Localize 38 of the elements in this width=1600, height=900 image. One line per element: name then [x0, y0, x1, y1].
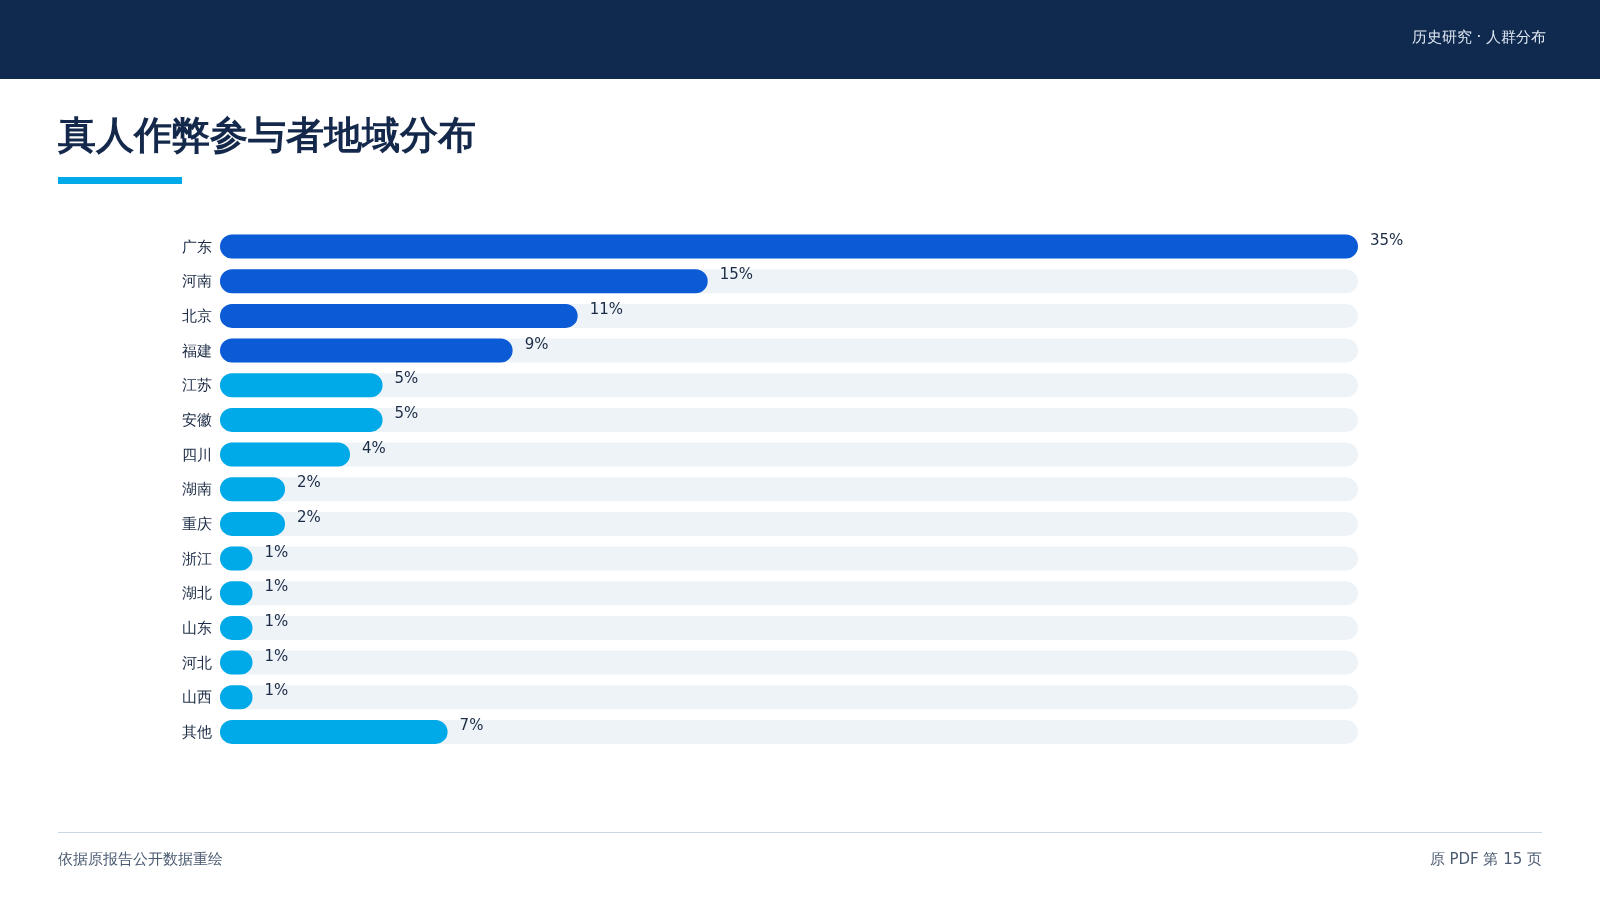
y-tick-label: 安徽 — [182, 410, 212, 429]
y-tick-label: 广东 — [182, 237, 212, 256]
y-tick-label: 四川 — [182, 445, 212, 464]
y-tick-label: 江苏 — [182, 376, 212, 395]
y-tick-label: 重庆 — [182, 514, 212, 533]
data-label: 15% — [719, 265, 754, 284]
y-tick-label: 湖北 — [182, 584, 212, 603]
data-label: 1% — [264, 681, 289, 700]
text: 原 PDF 第 15 页 — [1429, 850, 1542, 869]
bar — [220, 442, 351, 467]
data-label: 5% — [394, 403, 419, 422]
data-label: 1% — [264, 646, 289, 665]
bar — [220, 373, 383, 398]
data-label: 4% — [362, 438, 386, 457]
data-label: 9% — [524, 334, 549, 353]
y-tick-label: 河北 — [182, 653, 212, 672]
data-label: 1% — [264, 611, 289, 630]
y-tick-label: 北京 — [182, 306, 212, 325]
y-tick-label: 湖南 — [182, 480, 212, 499]
chart-title: 真人作弊参与者地域分布 — [58, 112, 476, 159]
data-label: 1% — [264, 577, 289, 596]
y-tick-label: 福建 — [182, 341, 212, 360]
data-label: 1% — [264, 542, 289, 561]
y-tick-label: 山西 — [182, 688, 212, 707]
y-tick-label: 山东 — [182, 618, 212, 637]
data-label: 2% — [297, 473, 321, 492]
data-label: 35% — [1370, 230, 1404, 249]
text: 历史研究 · 人群分布 — [1411, 28, 1546, 47]
data-label: 7% — [459, 715, 484, 734]
y-tick-label: 浙江 — [182, 549, 212, 568]
y-tick-label: 河南 — [182, 272, 212, 291]
data-label: 11% — [589, 299, 623, 318]
bar — [220, 407, 383, 432]
y-tick-label: 其他 — [182, 722, 212, 741]
text: 依据原报告公开数据重绘 — [58, 850, 223, 869]
data-label: 2% — [297, 507, 321, 526]
data-label: 5% — [394, 369, 419, 388]
bar — [220, 719, 448, 744]
